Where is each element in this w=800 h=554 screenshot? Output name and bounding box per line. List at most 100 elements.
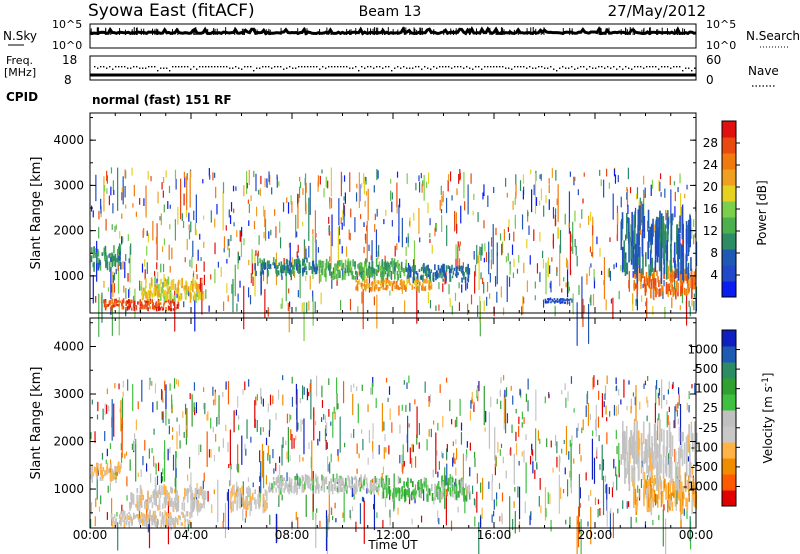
power-echo [542, 259, 545, 269]
velocity-cell [401, 486, 403, 492]
power-echo [162, 190, 164, 198]
velocity-echo [135, 438, 137, 444]
power-echo [297, 200, 299, 229]
velocity-cell [183, 502, 186, 512]
velocity-echo [469, 467, 471, 477]
power-cell [363, 284, 365, 287]
power-cell [329, 267, 331, 276]
nave-point [445, 66, 447, 68]
velocity-cell [340, 475, 342, 480]
velocity-echo [319, 520, 321, 527]
velocity-echo [609, 411, 611, 417]
power-echo [492, 224, 494, 265]
velocity-cell [157, 519, 160, 526]
velocity-cell [451, 477, 454, 483]
velocity-cell [360, 484, 363, 489]
power-echo [543, 205, 545, 217]
power-echo [460, 205, 462, 224]
power-cell [311, 269, 314, 273]
velocity-cell [427, 488, 430, 493]
velocity-cell [190, 504, 192, 510]
power-cell [439, 270, 441, 278]
velocity-echo [692, 465, 694, 475]
date-label: 27/May/2012 [608, 2, 706, 20]
power-cell [547, 298, 549, 301]
velocity-echo [585, 472, 587, 481]
velocity-echo [403, 380, 405, 385]
power-cell [129, 300, 132, 305]
velocity-echo [323, 413, 325, 420]
power-echo [467, 184, 469, 215]
velocity-cell [316, 477, 318, 483]
power-cell [549, 298, 551, 301]
nave-point [418, 66, 420, 68]
velocity-echo [350, 384, 352, 393]
velocity-echo [527, 400, 529, 412]
velocity-cell [154, 510, 157, 516]
power-cell [648, 277, 651, 289]
velocity-echo [212, 386, 214, 396]
power-echo [341, 246, 343, 254]
power-echo [646, 297, 648, 318]
power-echo [330, 198, 333, 209]
power-cell [176, 304, 179, 309]
power-cell [352, 275, 355, 280]
velocity-echo [674, 448, 676, 463]
velocity-cell [147, 492, 149, 501]
velocity-cell [441, 475, 444, 486]
power-echo [478, 251, 480, 291]
nave-point [319, 68, 321, 70]
velocity-cell [151, 520, 153, 526]
velocity-echo [606, 375, 608, 385]
velocity-echo [446, 488, 449, 497]
velocity-cell [665, 463, 667, 474]
power-cell [361, 282, 364, 286]
power-echo [150, 176, 152, 182]
velocity-echo [241, 435, 243, 465]
velocity-echo [114, 383, 116, 389]
power-cell [108, 261, 111, 272]
power-echo [663, 279, 665, 287]
nave-point [112, 68, 114, 70]
nave-point [160, 67, 162, 69]
velocity-echo [293, 438, 295, 449]
power-echo [421, 183, 423, 193]
nave-point [409, 67, 411, 69]
velocity-echo [518, 486, 521, 520]
power-cell [319, 260, 322, 268]
power-cell [277, 265, 279, 269]
power-echo [113, 272, 116, 281]
velocity-echo [179, 440, 181, 449]
power-echo [669, 259, 671, 272]
power-echo [486, 282, 489, 292]
velocity-echo [125, 451, 128, 456]
velocity-colorbar-swatch [722, 442, 736, 459]
velocity-cell [398, 491, 401, 502]
velocity-echo [412, 444, 414, 453]
power-cell [673, 242, 676, 268]
velocity-colorbar-swatch [722, 394, 736, 411]
power-echo [556, 198, 558, 206]
power-echo [309, 182, 311, 215]
velocity-echo [353, 428, 355, 438]
velocity-echo [224, 502, 227, 538]
velocity-cell [187, 520, 189, 525]
velocity-cell [131, 522, 133, 526]
power-echo [662, 288, 664, 300]
velocity-echo [618, 442, 620, 473]
velocity-cell [281, 475, 284, 480]
velocity-echo [311, 440, 313, 482]
power-cell [655, 221, 657, 245]
velocity-cell [678, 426, 681, 442]
velocity-cell [671, 501, 674, 511]
power-echo [139, 198, 141, 205]
power-cell [168, 299, 170, 303]
velocity-echo [121, 417, 123, 458]
power-echo [259, 188, 262, 197]
power-cell [435, 274, 437, 281]
velocity-echo [313, 407, 315, 441]
nave-point [604, 67, 606, 69]
power-echo [536, 263, 539, 274]
power-echo [259, 271, 262, 276]
